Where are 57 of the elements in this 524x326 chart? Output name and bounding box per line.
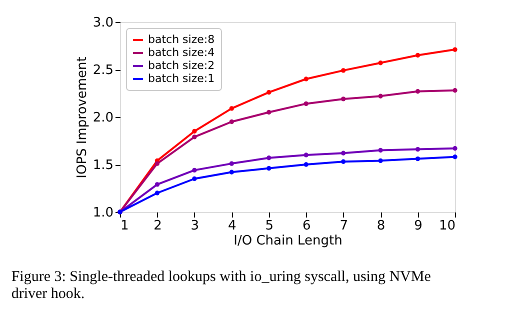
point: [378, 158, 383, 164]
x-tick-label: 7: [340, 218, 348, 234]
x-tick-label: 10: [438, 218, 456, 234]
point: [192, 176, 197, 182]
point: [229, 106, 234, 111]
point: [154, 182, 160, 187]
x-tick-label: 3: [190, 218, 200, 234]
point: [452, 154, 458, 160]
point: [304, 162, 308, 167]
x-tick-label: 5: [265, 218, 274, 234]
point: [415, 89, 420, 94]
point: [415, 146, 420, 152]
point: [266, 166, 272, 171]
x-tick-label: 9: [414, 218, 422, 234]
point: [266, 110, 272, 115]
y-tick-label: 2.0: [92, 110, 114, 126]
x-tick-label: 1: [120, 218, 129, 234]
point: [340, 159, 346, 164]
legend-label: batch size:1: [148, 72, 215, 85]
x-tick-label: 8: [376, 218, 386, 234]
caption: Figure 3: Single-threaded lookups with io_uring syscall, using NVMe driver hook.: [11, 269, 432, 302]
y-tick-label: 2.5: [92, 63, 114, 78]
point: [304, 152, 308, 158]
point: [266, 90, 272, 95]
point: [378, 148, 383, 153]
point: [378, 60, 383, 66]
point: [452, 47, 458, 52]
point: [415, 156, 420, 162]
point: [229, 119, 234, 124]
point: [229, 161, 234, 166]
point: [304, 101, 308, 106]
point: [452, 146, 458, 151]
point: [229, 170, 234, 174]
legend-label: batch size:2: [148, 59, 215, 72]
point: [304, 76, 308, 82]
point: [340, 96, 346, 102]
point: [192, 168, 197, 173]
point: [340, 150, 346, 156]
y-tick-label: 3.0: [92, 16, 114, 30]
y-axis-title: IOPS Improvement: [74, 56, 90, 178]
point: [452, 88, 458, 93]
y-tick-label: 1.0: [92, 206, 114, 220]
point: [192, 134, 197, 140]
point: [340, 68, 346, 73]
point: [192, 128, 197, 134]
legend-label: batch size:8: [148, 33, 215, 46]
x-tick-label: 2: [154, 218, 162, 234]
x-axis-title: I/O Chain Length: [234, 234, 342, 248]
point: [415, 52, 420, 58]
x-tick-label: 4: [228, 218, 236, 234]
point: [266, 156, 272, 160]
legend-label: batch size:4: [148, 46, 215, 59]
y-tick-label: 1.5: [92, 158, 114, 173]
x-tick-label: 6: [302, 218, 311, 234]
point: [378, 94, 383, 98]
point: [154, 190, 160, 196]
point: [154, 161, 160, 166]
